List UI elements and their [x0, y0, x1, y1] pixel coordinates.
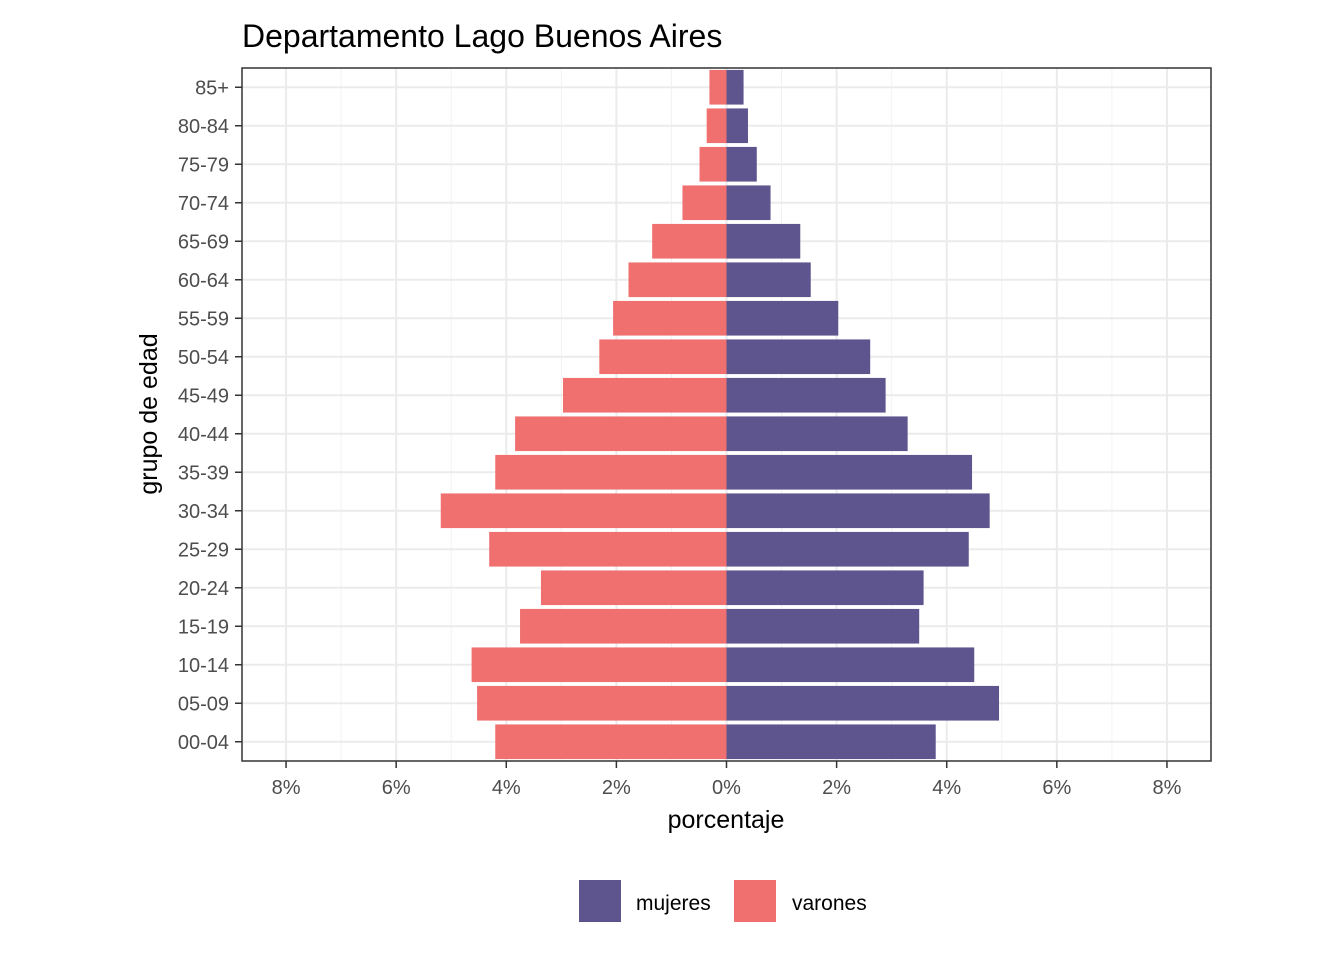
bar-varones-85+: [709, 69, 727, 105]
y-tick-label: 50-54: [178, 347, 229, 369]
bar-mujeres-35-39: [726, 454, 973, 490]
y-tick-label: 85+: [195, 77, 229, 99]
y-axis: 00-04 05-09 10-14 15-19 20-24 25-29 30-34 35-39…: [178, 77, 242, 754]
bar-mujeres-50-54: [726, 339, 871, 375]
bar-mujeres-25-29: [726, 531, 969, 567]
legend-key-varones: [734, 880, 776, 922]
bar-varones-55-59: [613, 300, 727, 336]
y-tick-label: 65-69: [178, 231, 229, 253]
y-tick-label: 75-79: [178, 154, 229, 176]
bar-varones-20-24: [540, 570, 727, 606]
bar-varones-30-34: [440, 493, 727, 529]
bar-mujeres-75-79: [726, 146, 757, 182]
grid-lines: [242, 68, 1211, 761]
y-tick-label: 40-44: [178, 424, 229, 446]
x-tick-label: 6%: [1042, 777, 1071, 799]
bar-varones-25-29: [489, 531, 727, 567]
x-tick-label: 8%: [1153, 777, 1182, 799]
y-tick-label: 35-39: [178, 462, 229, 484]
x-tick-label: 6%: [382, 777, 411, 799]
bar-mujeres-85+: [726, 69, 744, 105]
chart-title: Departamento Lago Buenos Aires: [242, 18, 722, 54]
x-tick-label: 8%: [272, 777, 301, 799]
y-tick-label: 20-24: [178, 578, 229, 600]
y-tick-label: 60-64: [178, 270, 229, 292]
bar-mujeres-20-24: [726, 570, 924, 606]
x-tick-label: 2%: [822, 777, 851, 799]
bar-mujeres-00-04: [726, 724, 936, 760]
bar-mujeres-05-09: [726, 685, 1000, 721]
bar-mujeres-45-49: [726, 377, 886, 413]
legend-key-mujeres: [579, 880, 621, 922]
bar-mujeres-15-19: [726, 608, 920, 644]
y-tick-label: 10-14: [178, 655, 229, 677]
bar-mujeres-65-69: [726, 223, 801, 259]
y-tick-label: 05-09: [178, 693, 229, 715]
bar-varones-80-84: [706, 108, 727, 144]
y-tick-label: 30-34: [178, 501, 229, 523]
bar-varones-15-19: [520, 608, 727, 644]
y-tick-label: 70-74: [178, 193, 229, 215]
bar-mujeres-10-14: [726, 647, 975, 683]
bar-varones-45-49: [562, 377, 727, 413]
y-tick-label: 00-04: [178, 732, 229, 754]
bar-varones-40-44: [515, 416, 727, 452]
legend-label-mujeres: mujeres: [636, 892, 711, 915]
bar-mujeres-80-84: [726, 108, 748, 144]
bars-group: [440, 69, 1000, 760]
bar-mujeres-55-59: [726, 300, 839, 336]
x-tick-label: 4%: [932, 777, 961, 799]
bar-varones-60-64: [628, 262, 727, 298]
y-tick-label: 55-59: [178, 308, 229, 330]
x-tick-label: 2%: [602, 777, 631, 799]
y-tick-label: 45-49: [178, 385, 229, 407]
legend: mujeres varones: [579, 880, 867, 922]
bar-mujeres-70-74: [726, 185, 771, 221]
x-axis-title: porcentaje: [668, 806, 785, 834]
y-tick-label: 15-19: [178, 616, 229, 638]
bar-varones-65-69: [652, 223, 727, 259]
bar-varones-50-54: [599, 339, 727, 375]
bar-mujeres-40-44: [726, 416, 908, 452]
bar-varones-75-79: [699, 146, 727, 182]
bar-varones-00-04: [495, 724, 727, 760]
bar-varones-05-09: [477, 685, 727, 721]
bar-varones-10-14: [471, 647, 727, 683]
legend-label-varones: varones: [792, 892, 867, 915]
bar-varones-70-74: [682, 185, 727, 221]
x-tick-label: 0%: [712, 777, 741, 799]
y-tick-label: 25-29: [178, 539, 229, 561]
bar-varones-35-39: [495, 454, 727, 490]
bar-mujeres-60-64: [726, 262, 811, 298]
bar-mujeres-30-34: [726, 493, 990, 529]
y-axis-title: grupo de edad: [135, 333, 163, 494]
y-tick-label: 80-84: [178, 116, 229, 138]
x-tick-label: 4%: [492, 777, 521, 799]
x-axis: 8% 6% 4% 2% 0% 2% 4% 6% 8%: [272, 761, 1182, 799]
